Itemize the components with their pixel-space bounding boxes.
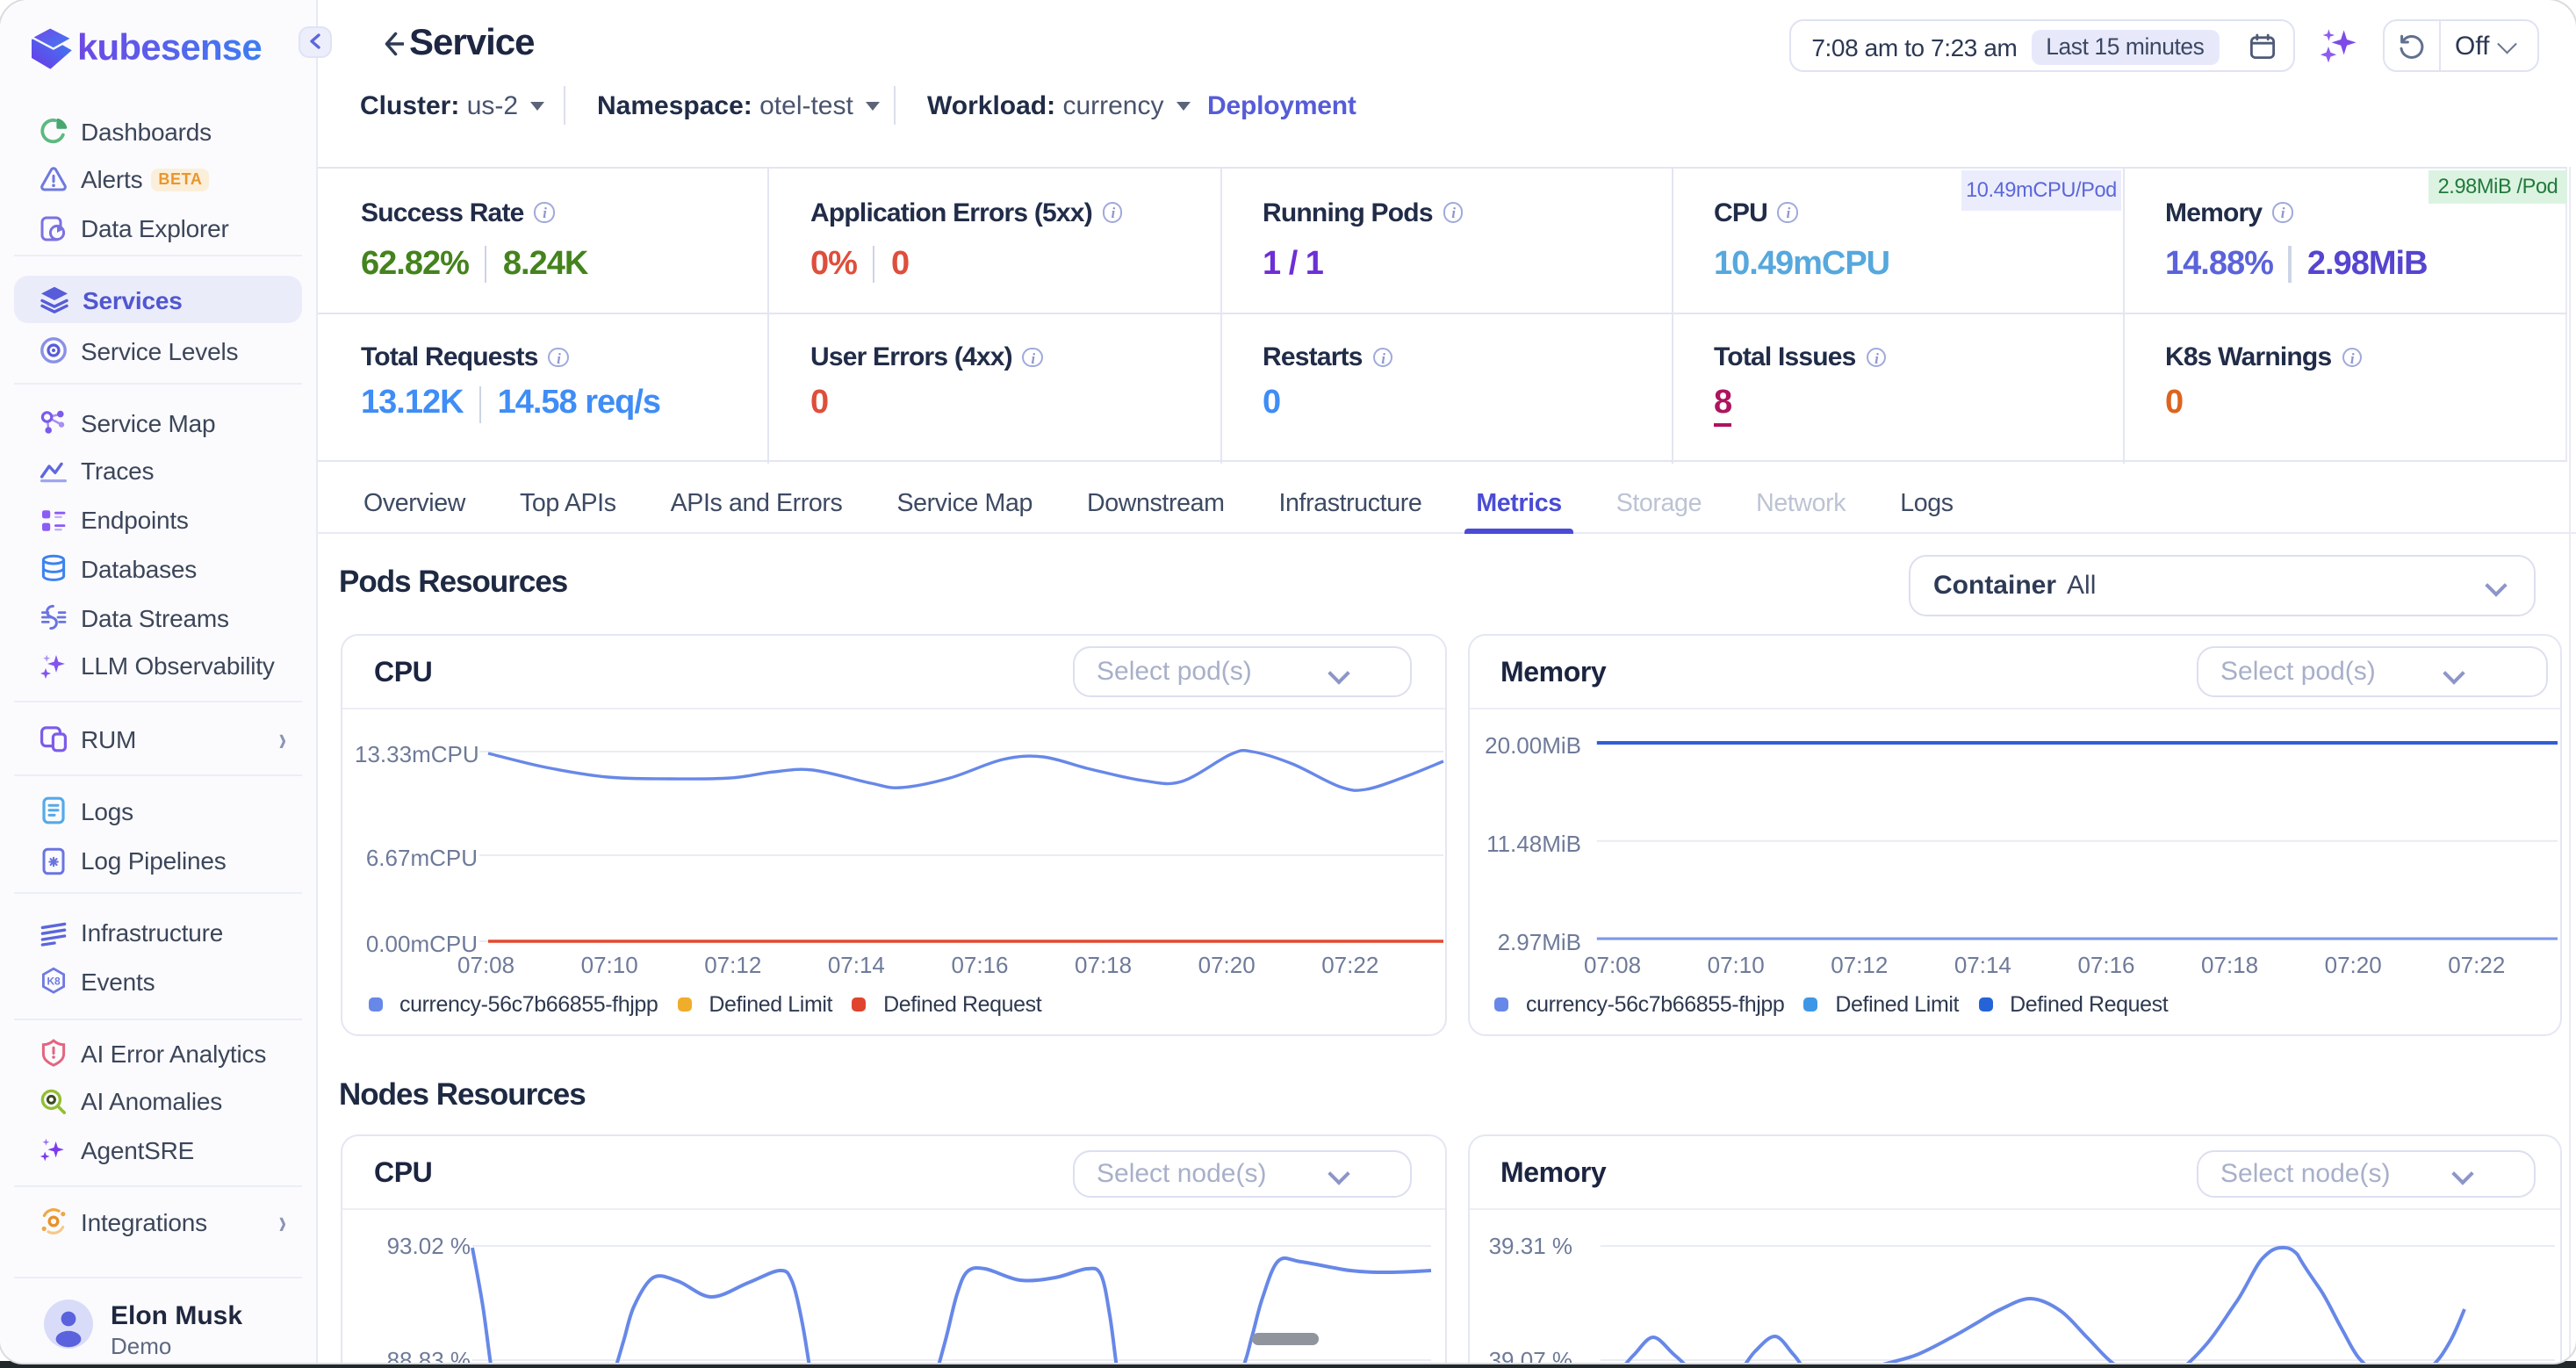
svg-text:K8: K8 [47,976,61,988]
